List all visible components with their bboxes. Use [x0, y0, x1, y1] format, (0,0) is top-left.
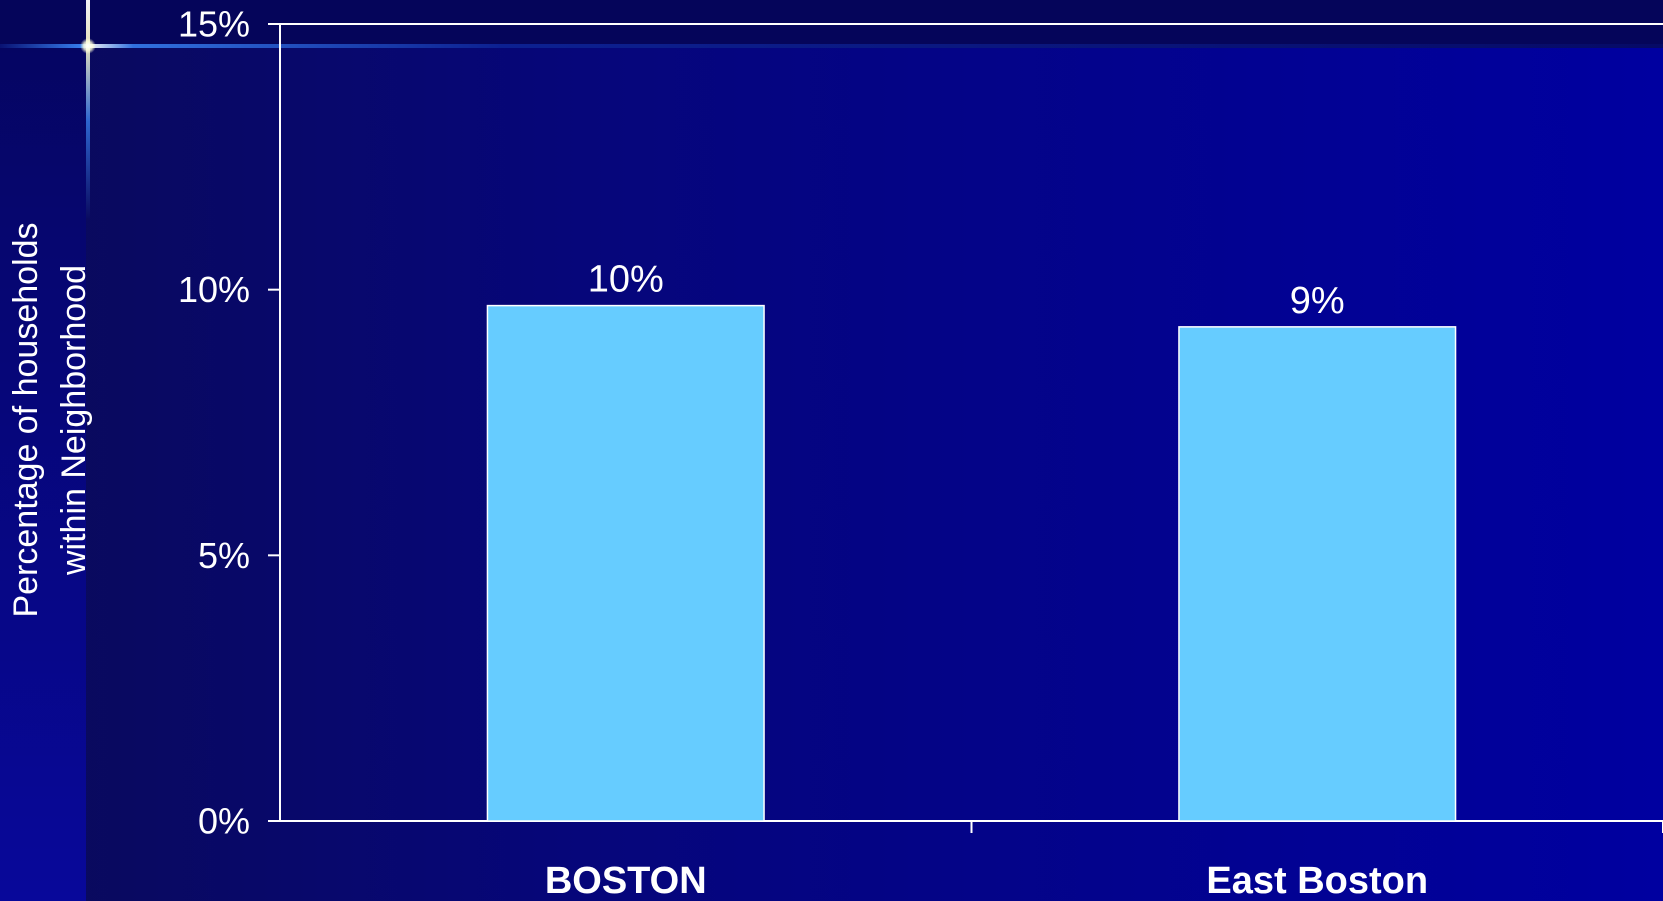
y-tick-group: 0% 5% 10% 15% — [178, 4, 280, 842]
x-category-label: BOSTON — [545, 860, 707, 901]
x-category-label: East Boston — [1206, 860, 1428, 901]
slide-vertical-accent — [86, 0, 90, 220]
slide-horizontal-accent — [0, 44, 1663, 48]
y-tick-label: 0% — [198, 801, 250, 842]
y-axis-label: Percentage of households within Neighbor… — [2, 222, 98, 617]
bar-group — [486, 304, 1663, 833]
y-axis-label-line-2: within Neighborhood — [55, 265, 93, 575]
label-group: 10% BOSTON 9% East Boston — [545, 259, 1428, 901]
slide-left-band — [0, 0, 86, 901]
y-tick-label: 15% — [178, 4, 250, 45]
bar-data-label: 10% — [588, 259, 664, 301]
sparkle-icon — [80, 38, 96, 54]
y-axis-label-line-1: Percentage of households — [7, 222, 45, 618]
bar — [486, 304, 765, 822]
y-tick-label: 5% — [198, 535, 250, 576]
bar — [1178, 326, 1457, 822]
y-tick-label: 10% — [178, 269, 250, 310]
bar-data-label: 9% — [1290, 280, 1345, 322]
